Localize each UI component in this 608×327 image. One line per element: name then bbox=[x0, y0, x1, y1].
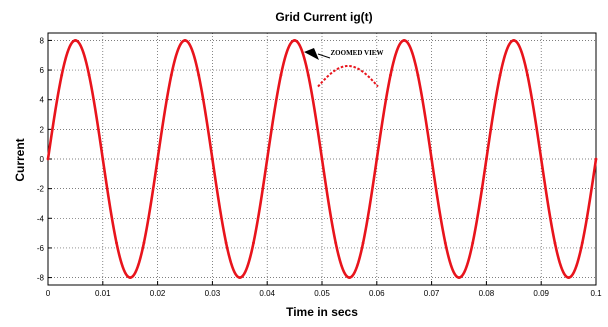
chart-title: Grid Current ig(t) bbox=[275, 10, 372, 24]
x-tick-label: 0.01 bbox=[95, 289, 111, 298]
y-tick-label: 0 bbox=[40, 155, 45, 164]
axis-ticks bbox=[47, 39, 597, 285]
x-tick-label: 0.08 bbox=[479, 289, 495, 298]
data-point bbox=[156, 157, 160, 161]
data-point bbox=[539, 157, 543, 161]
data-point bbox=[512, 39, 516, 42]
data-point bbox=[115, 241, 118, 245]
data-point bbox=[46, 157, 50, 161]
data-point bbox=[402, 39, 406, 42]
data-point bbox=[416, 73, 420, 77]
data-point bbox=[197, 73, 201, 77]
x-tick-label: 0.07 bbox=[424, 289, 440, 298]
zoom-annotation-arrow bbox=[304, 48, 319, 60]
data-point bbox=[457, 276, 461, 279]
data-point bbox=[348, 276, 351, 279]
data-point bbox=[169, 73, 173, 77]
zoomed-view-curve bbox=[317, 64, 379, 88]
data-point bbox=[567, 276, 570, 279]
x-tick-label: 0 bbox=[46, 289, 51, 298]
data-point bbox=[389, 73, 392, 77]
zoom-annotation-leader bbox=[317, 53, 331, 59]
data-point bbox=[279, 73, 283, 77]
data-point bbox=[211, 157, 214, 161]
data-point bbox=[293, 39, 296, 42]
data-point bbox=[142, 241, 146, 245]
y-tick-label: 2 bbox=[40, 125, 45, 134]
y-tick-label: -2 bbox=[37, 185, 45, 194]
data-point bbox=[430, 157, 433, 161]
x-tick-label: 0.04 bbox=[259, 289, 275, 298]
data-point bbox=[498, 73, 502, 77]
data-point bbox=[526, 73, 529, 77]
data-point bbox=[553, 241, 557, 245]
x-axis-label: Time in secs bbox=[286, 305, 358, 319]
y-tick-label: -6 bbox=[37, 244, 45, 253]
data-point bbox=[306, 73, 310, 77]
data-point bbox=[580, 241, 584, 245]
y-axis-label: Current bbox=[13, 138, 27, 181]
data-point bbox=[238, 276, 242, 279]
data-point bbox=[87, 73, 91, 77]
grid-lines bbox=[48, 33, 596, 285]
y-tick-label: 4 bbox=[40, 96, 45, 105]
y-tick-label: -8 bbox=[37, 274, 45, 283]
data-point bbox=[485, 157, 488, 161]
y-tick-label: 6 bbox=[40, 66, 45, 75]
x-tick-label: 0.09 bbox=[533, 289, 549, 298]
data-point bbox=[320, 157, 324, 161]
x-axis-tick-labels: 0 0.01 0.02 0.03 0.04 0.05 0.06 0.07 0.08 0.09 0.1 bbox=[46, 289, 602, 298]
data-point bbox=[334, 241, 338, 245]
x-tick-label: 0.05 bbox=[314, 289, 330, 298]
data-series bbox=[46, 39, 598, 279]
data-point bbox=[252, 241, 255, 245]
data-point bbox=[101, 157, 105, 161]
x-tick-label: 0.1 bbox=[590, 289, 602, 298]
data-point bbox=[594, 157, 598, 161]
zoom-annotation-label: ZOOMED VIEW bbox=[331, 49, 384, 57]
zoomed-view-inset: ZOOMED VIEW bbox=[304, 48, 384, 88]
y-tick-label: 8 bbox=[40, 36, 45, 45]
x-tick-label: 0.03 bbox=[205, 289, 221, 298]
x-tick-label: 0.02 bbox=[150, 289, 166, 298]
data-point bbox=[375, 157, 379, 161]
data-point bbox=[443, 241, 447, 245]
data-point bbox=[471, 241, 475, 245]
data-point bbox=[224, 241, 228, 245]
y-axis-tick-labels: 8 6 4 2 0 -2 -4 -6 -8 bbox=[37, 36, 45, 282]
y-tick-label: -4 bbox=[37, 214, 45, 223]
x-tick-label: 0.06 bbox=[369, 289, 385, 298]
data-point bbox=[74, 39, 77, 42]
data-point bbox=[361, 241, 365, 245]
data-point bbox=[60, 73, 64, 77]
data-point bbox=[183, 39, 187, 42]
data-point bbox=[265, 157, 269, 161]
data-point bbox=[128, 276, 132, 279]
